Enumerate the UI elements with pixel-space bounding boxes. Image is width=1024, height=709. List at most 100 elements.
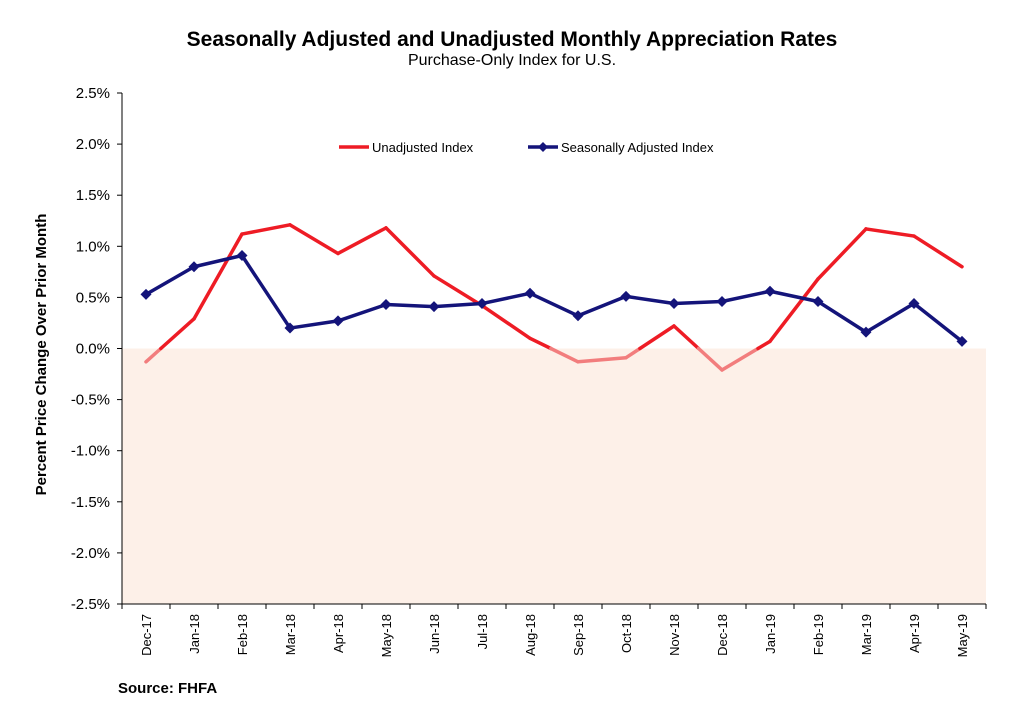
x-tick-label: Nov-18 [667,614,682,656]
series-segment [768,277,820,344]
series-segment [864,301,916,334]
series-segment [480,291,532,306]
y-tick-label: 2.5% [76,85,110,102]
data-point-marker [620,290,632,302]
series-segment [336,302,388,323]
data-point-marker [476,298,488,310]
series-segment [549,346,580,364]
data-point-marker [380,299,392,311]
x-tick-labels: Dec-17 Jan-18 Feb-18 Mar-18 Apr-18 May-18 Jun-… [139,614,970,657]
series-segment [624,346,642,360]
series-lines [144,223,964,372]
legend-marker-seasonally-adjusted [538,142,548,152]
y-tick-label: 0.5% [76,289,110,306]
series-segment [432,301,484,309]
data-point-marker [908,298,920,310]
data-point-marker [284,322,296,334]
y-tick-label: -0.5% [71,392,110,409]
series-segment [159,317,196,351]
series-segment [528,336,553,351]
y-tick-label: -2.0% [71,545,110,562]
x-tick-label: May-19 [955,614,970,657]
data-point-marker [140,288,152,300]
series-segment [432,274,484,308]
x-tick-label: Jan-19 [763,614,778,654]
series-segment [672,324,701,351]
x-tick-label: Dec-17 [139,614,154,656]
data-point-marker [428,301,440,313]
x-tick-label: Mar-19 [859,614,874,655]
series-segment [624,294,676,306]
x-tick-label: Apr-18 [331,614,346,653]
chart-title: Seasonally Adjusted and Unadjusted Month… [186,28,838,51]
data-point-marker [764,285,776,297]
x-tick-label: Feb-19 [811,614,826,655]
series-segment [768,289,820,304]
legend-label-unadjusted: Unadjusted Index [372,140,474,155]
legend: Unadjusted Index Seasonally Adjusted Ind… [339,140,714,155]
series-segment [336,226,388,256]
data-point-marker [668,298,680,310]
y-tick-label: 0.0% [76,341,110,358]
series-segment [912,301,964,344]
series-segment [816,299,868,334]
series-segment [144,264,196,297]
y-tick-label: -1.0% [71,443,110,460]
series-segment [144,346,163,364]
x-tick-label: May-18 [379,614,394,657]
series-segment [638,324,676,351]
x-tick-label: Feb-18 [235,614,250,655]
series-segment [288,319,340,330]
x-tick-label: Sep-18 [571,614,586,656]
y-tick-label: 1.5% [76,187,110,204]
series-segment [192,253,244,269]
negative-region-shading [122,348,986,604]
y-tick-label: -2.5% [71,596,110,613]
series-segment [288,223,340,256]
y-axis-label: Percent Price Change Over Prior Month [33,214,50,496]
y-tick-label: -1.5% [71,494,110,511]
data-point-marker [860,326,872,338]
series-segment [696,346,724,372]
series-segment [576,294,628,318]
x-tick-label: Oct-18 [619,614,634,653]
axes [117,92,987,609]
data-point-marker [572,310,584,322]
series-segment [720,346,760,372]
x-tick-label: Jan-18 [187,614,202,654]
data-point-marker [332,315,344,327]
data-point-marker [188,261,200,273]
series-segment [672,299,724,306]
data-point-marker [956,335,968,347]
y-tick-label: 1.0% [76,238,110,255]
series-segment [864,227,916,238]
x-tick-label: Apr-19 [907,614,922,653]
series-segment [756,339,772,351]
series-segment [240,223,292,236]
series-markers [140,249,968,347]
series-segment [576,355,628,364]
data-point-marker [524,287,536,299]
series-segment [720,289,772,304]
series-segment [192,232,244,321]
x-tick-label: Jun-18 [427,614,442,654]
series-segment [384,226,436,278]
x-tick-label: Mar-18 [283,614,298,655]
data-point-marker [716,295,728,307]
data-point-marker [812,295,824,307]
y-tick-label: 2.0% [76,136,110,153]
chart-subtitle: Purchase-Only Index for U.S. [407,52,617,69]
x-tick-label: Aug-18 [523,614,538,656]
x-tick-label: Jul-18 [475,614,490,649]
legend-label-seasonally-adjusted: Seasonally Adjusted Index [561,140,714,155]
y-tick-labels: 2.5% 2.0% 1.5% 1.0% 0.5% 0.0% -0.5% -1.0% -1.5% -… [71,85,110,613]
series-segment [912,234,964,269]
series-segment [480,303,532,341]
series-segment [240,253,292,330]
source-note: Source: FHFA [118,680,218,697]
series-segment [528,291,580,318]
x-tick-label: Dec-18 [715,614,730,656]
series-segment [816,227,868,281]
data-point-marker [236,249,248,261]
